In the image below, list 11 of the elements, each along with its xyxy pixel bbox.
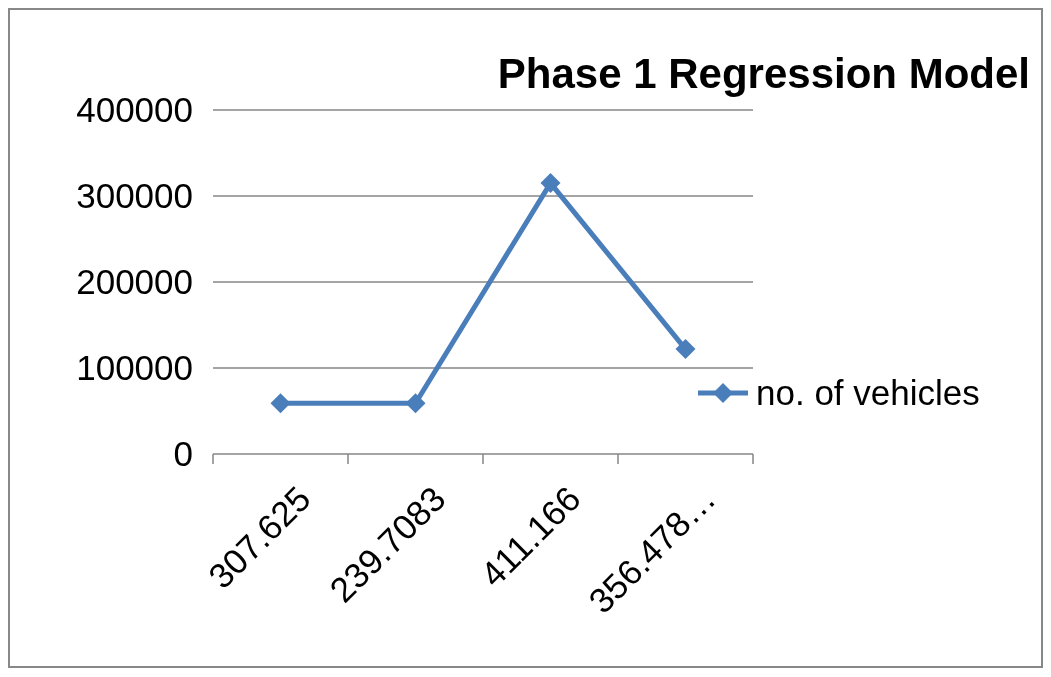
y-tick-label: 0 bbox=[173, 434, 193, 473]
y-tick-label: 300000 bbox=[76, 176, 193, 215]
point bbox=[270, 393, 291, 414]
y-tick-label: 200000 bbox=[76, 262, 193, 301]
legend-label: no. of vehicles bbox=[756, 373, 980, 412]
point bbox=[540, 173, 561, 194]
y-tick-label: 400000 bbox=[76, 90, 193, 129]
chart-title: Phase 1 Regression Model bbox=[497, 50, 1030, 97]
point bbox=[675, 339, 696, 360]
y-tick-label: 100000 bbox=[76, 348, 193, 387]
point bbox=[405, 393, 426, 414]
